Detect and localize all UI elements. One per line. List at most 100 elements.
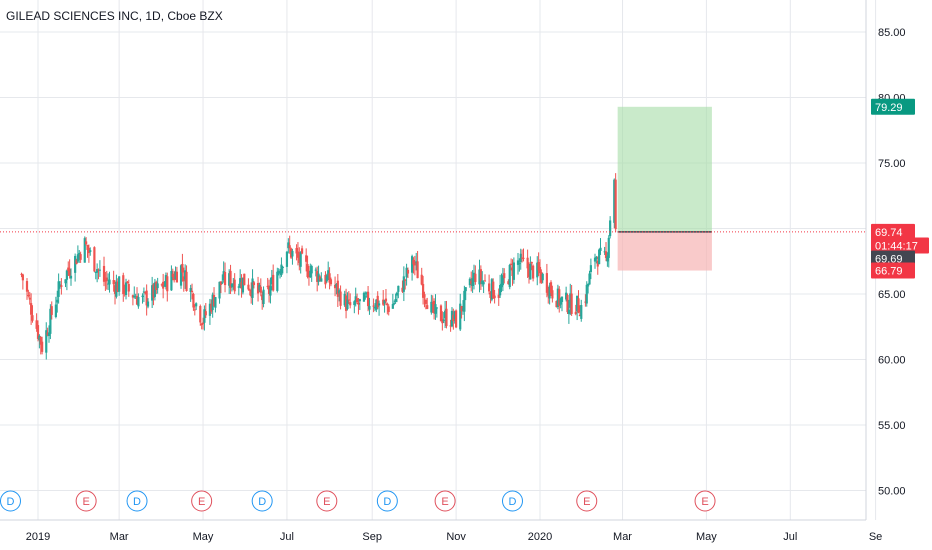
- candle: [269, 277, 272, 304]
- candle: [541, 272, 544, 284]
- candle: [384, 289, 388, 306]
- dividend-marker[interactable]: D: [376, 490, 398, 512]
- candle: [155, 280, 158, 295]
- candle: [50, 301, 53, 320]
- earnings-marker[interactable]: E: [75, 490, 97, 512]
- svg-text:01:44:17: 01:44:17: [875, 241, 918, 253]
- candle: [281, 265, 284, 274]
- candle: [258, 282, 261, 293]
- candle: [151, 276, 154, 308]
- candle: [122, 272, 125, 302]
- earnings-marker[interactable]: E: [191, 490, 213, 512]
- x-tick-label: May: [193, 531, 214, 543]
- candle: [179, 264, 183, 289]
- candle: [112, 270, 115, 292]
- candle: [162, 273, 165, 299]
- candle: [460, 305, 463, 319]
- candle: [406, 267, 410, 279]
- candle: [49, 304, 52, 340]
- candle: [551, 285, 554, 303]
- dividend-marker[interactable]: D: [501, 490, 523, 512]
- dividend-marker[interactable]: D: [0, 490, 21, 512]
- candle: [115, 274, 118, 299]
- candle: [305, 248, 308, 272]
- candle: [185, 265, 188, 292]
- candle: [134, 293, 137, 299]
- earnings-marker[interactable]: E: [576, 490, 598, 512]
- candle: [163, 281, 166, 287]
- candle: [556, 284, 559, 310]
- candle: [596, 256, 599, 275]
- candle: [481, 271, 484, 287]
- candle: [549, 280, 553, 297]
- candle: [145, 284, 148, 316]
- candle: [20, 272, 23, 278]
- candle: [507, 279, 510, 285]
- earnings-marker[interactable]: E: [694, 490, 716, 512]
- candle: [289, 247, 293, 259]
- candle: [613, 178, 616, 228]
- candle: [382, 290, 385, 306]
- candle: [578, 305, 581, 317]
- candle: [455, 309, 458, 329]
- candle: [295, 244, 298, 261]
- candle: [182, 267, 185, 292]
- candle: [316, 266, 319, 292]
- candle: [146, 298, 150, 309]
- candle: [511, 259, 514, 286]
- candle: [500, 273, 503, 293]
- candle: [105, 270, 108, 290]
- candle: [75, 258, 78, 265]
- candle: [598, 248, 601, 265]
- dividend-marker[interactable]: D: [126, 490, 148, 512]
- earnings-marker[interactable]: E: [434, 490, 456, 512]
- svg-text:E: E: [82, 496, 89, 508]
- candle: [214, 297, 217, 313]
- candle: [497, 288, 500, 306]
- svg-text:E: E: [583, 496, 590, 508]
- candle: [261, 291, 264, 310]
- candle: [470, 271, 473, 292]
- chart-title: GILEAD SCIENCES INC, 1D, Cboe BZX: [6, 9, 223, 23]
- candle: [57, 273, 60, 304]
- candle: [31, 305, 34, 323]
- candle: [127, 279, 130, 297]
- candle: [338, 288, 341, 302]
- target-zone: [617, 106, 712, 232]
- candle: [405, 263, 408, 286]
- candle: [354, 287, 357, 307]
- candle: [152, 283, 155, 306]
- candle: [492, 278, 495, 299]
- candle: [64, 279, 67, 288]
- candle: [287, 238, 290, 254]
- candle: [310, 264, 313, 282]
- x-tick-label: Mar: [613, 531, 632, 543]
- candle: [190, 283, 194, 300]
- candle: [142, 287, 146, 303]
- candle: [614, 173, 617, 232]
- svg-text:E: E: [323, 496, 330, 508]
- candle: [416, 250, 419, 279]
- dividend-marker[interactable]: D: [251, 490, 273, 512]
- candle: [527, 262, 531, 284]
- candle: [232, 277, 235, 290]
- candle: [175, 266, 179, 283]
- candle: [439, 304, 443, 322]
- candle: [521, 249, 524, 263]
- candle: [21, 273, 24, 290]
- candle: [74, 253, 77, 282]
- candle: [240, 274, 243, 298]
- candle: [339, 285, 342, 310]
- candle: [413, 255, 416, 276]
- candle: [184, 264, 187, 289]
- earnings-marker[interactable]: E: [316, 490, 338, 512]
- candle: [193, 304, 196, 316]
- candle: [603, 246, 606, 255]
- candle: [499, 274, 502, 298]
- candle: [41, 336, 44, 355]
- candle: [204, 302, 207, 318]
- candle: [587, 283, 590, 294]
- candle: [353, 300, 356, 314]
- candle: [222, 261, 225, 283]
